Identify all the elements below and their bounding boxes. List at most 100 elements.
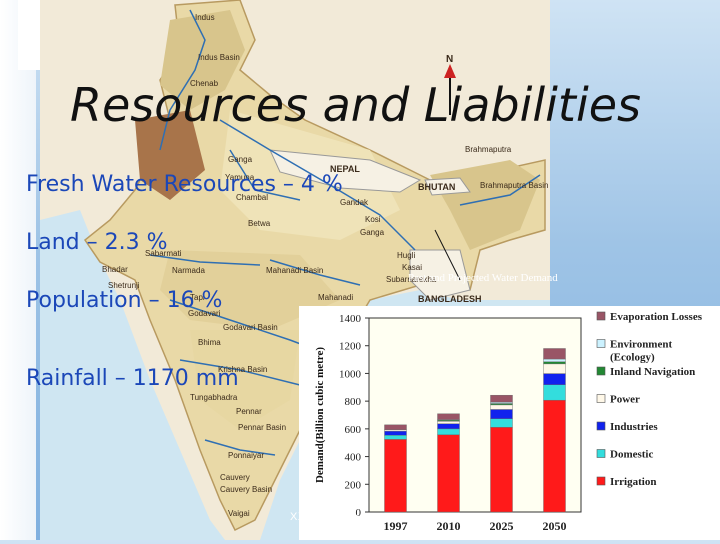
legend-label-power: Power [610,394,640,406]
ganga-river [219,119,416,251]
placeholder-text: XXXXXXXXXXXX [290,511,385,523]
bar-2025-irrigation [490,427,513,513]
label-indus: Indus [195,13,215,22]
bar-2025-industries [490,409,513,419]
bar-1997-evaporation-losses [384,424,407,431]
x-tick-label-2025: 2025 [490,519,514,533]
label-ganga-lower: Ganga [360,228,385,237]
narmada-river [149,254,261,266]
indus-basin-region [160,10,245,110]
label-krishna-basin: Krishna Basin [218,365,267,374]
chart-caption: Past and Projected Water Demand [408,272,558,284]
legend-swatch-inland-navigation [596,366,606,376]
yamuna-river [229,149,301,201]
x-tick-label-2050: 2050 [543,519,567,533]
bar-2025-power [490,404,513,410]
label-bhadar: Bhadar [102,265,128,274]
slide-title: Resources and Liabilities [70,78,642,132]
y-tick-label-600: 600 [345,424,362,436]
bar-2010-irrigation [437,434,460,513]
legend-label-domestic: Domestic [610,449,653,461]
y-tick-label-800: 800 [345,396,362,408]
label-kasai: Kasai [402,263,422,272]
arabian-sea [40,210,225,540]
bar-2025-evaporation-losses [490,394,513,403]
legend-swatch-domestic [596,449,606,458]
x-tick-label-2010: 2010 [437,519,461,533]
bhutan-shape [424,177,471,196]
bullet-rainfall: Rainfall – 1170 mm [26,366,239,391]
label-ganga: Ganga [228,155,253,164]
water-demand-chart-panel: 0 200 400 600 800 1000 1200 1400 Demand(Billion … [299,306,720,540]
bar-2010-domestic [437,428,460,436]
label-pennar-basin: Pennar Basin [238,423,286,432]
bar-2050-inland-navigation [543,361,566,365]
y-axis-title: Demand(Billion cubic metre) [314,347,326,483]
bar-2050-irrigation [543,399,566,513]
water-demand-chart: 0 200 400 600 800 1000 1200 1400 Demand(Billion … [314,311,703,533]
bar-1997-domestic [384,435,407,440]
label-ponnaiyar: Ponnaiyar [228,451,264,460]
mahanadi-river [269,259,361,286]
label-nepal: NEPAL [330,164,360,174]
nepal-shape [269,149,422,193]
bar-2010-industries [437,423,460,430]
label-mahanadi: Mahanadi [318,293,353,302]
bullet-fresh-water: Fresh Water Resources – 4 % [26,172,343,197]
label-kosi: Kosi [365,215,381,224]
bar-2050-power [543,363,566,374]
north-arrow-icon [444,64,456,78]
bullet-population: Population – 16 % [26,288,223,313]
label-vaigai: Vaigai [228,509,250,518]
bar-2025-environment-ecology- [490,401,513,404]
bar-2010-evaporation-losses [437,413,460,420]
x-tick-label-1997: 1997 [384,519,408,533]
label-sabarmati: Sabarmati [145,249,182,258]
label-cauvery: Cauvery [220,473,250,482]
label-chambal: Chambal [236,193,268,202]
label-godavari-basin: Godavari Basin [223,323,278,332]
bar-1997-industries [384,430,407,436]
india-basin-map: N Indus Indus Basin Chenab Ganga Yamuna … [40,0,550,540]
label-pennar: Pennar [236,407,262,416]
label-gandak: Gandak [340,198,369,207]
legend-label-environment-ecology-: Environment (Ecology) [610,339,672,364]
legend-swatch-environment-ecology- [596,339,606,348]
label-narmada: Narmada [172,266,205,275]
label-mahanadi-basin: Mahanadi Basin [266,266,323,275]
bar-2050-industries [543,373,566,385]
label-chenab: Chenab [190,79,219,88]
bar-2050-environment-ecology- [543,358,566,362]
bullet-land: Land – 2.3 % [26,230,168,255]
legend-label-industries: Industries [610,421,658,433]
label-godavari: Godavari [188,309,221,318]
label-bhutan: BHUTAN [418,182,455,192]
y-tick-label-1200: 1200 [339,341,362,353]
cauvery-river [204,439,276,456]
bar-2050-evaporation-losses [543,348,566,360]
label-indus-basin: Indus Basin [198,53,240,62]
legend-swatch-industries [596,421,606,431]
north-label: N [446,54,453,65]
brahmaputra-river [459,174,541,206]
label-betwa: Betwa [248,219,271,228]
y-tick-label-400: 400 [345,452,362,464]
label-hugli: Hugli [397,251,415,260]
label-yamuna: Yamuna [225,173,255,182]
krishna-river [179,359,301,386]
legend-swatch-irrigation [596,476,606,486]
bar-1997-irrigation [384,439,407,513]
legend-swatch-power [596,394,606,403]
label-brahmaputra-basin: Brahmaputra Basin [480,181,548,190]
label-tapi: Tapi [190,293,205,302]
bar-2050-domestic [543,384,566,401]
y-tick-label-200: 200 [345,479,362,491]
label-subarnarekha: Subarnarekha [386,275,437,284]
legend-label-inland-navigation: Inland Navigation [610,366,695,378]
label-tungabhadra: Tungabhadra [190,393,238,402]
bar-2025-inland-navigation [490,403,513,406]
thar-region [135,110,205,200]
label-brahmaputra: Brahmaputra [465,145,512,154]
krishna-basin-region [190,330,300,430]
bar-2010-power [437,421,460,424]
